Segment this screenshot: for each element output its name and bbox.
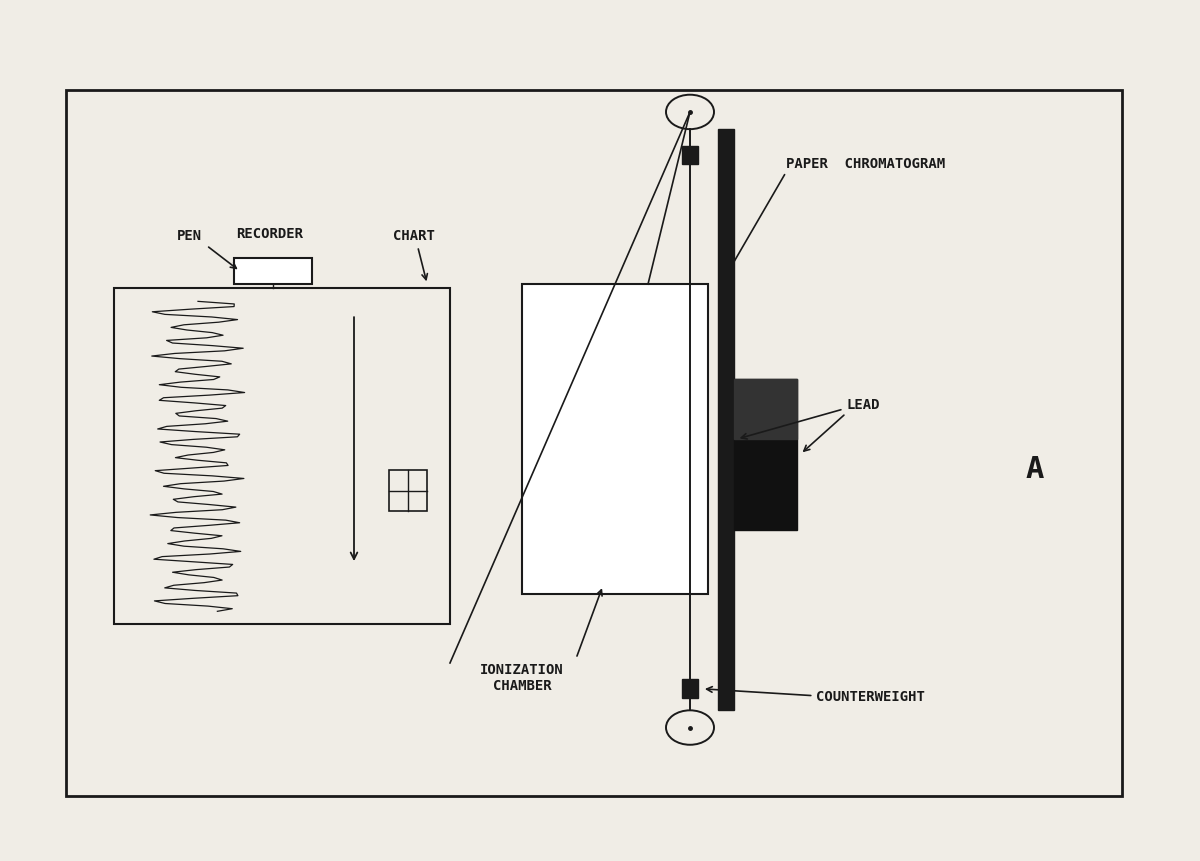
Bar	[734, 379, 797, 439]
Bar	[389, 470, 427, 511]
Bar	[682, 679, 698, 698]
Text: PEN: PEN	[176, 229, 202, 243]
Bar	[718, 129, 734, 710]
Bar	[734, 379, 797, 530]
Text: IONIZATION
CHAMBER: IONIZATION CHAMBER	[480, 663, 564, 693]
Text: COUNTERWEIGHT: COUNTERWEIGHT	[816, 691, 925, 704]
Bar	[682, 382, 698, 401]
Bar	[522, 284, 708, 594]
Text: PAPER  CHROMATOGRAM: PAPER CHROMATOGRAM	[786, 157, 946, 170]
Text: A: A	[1025, 455, 1044, 484]
Text: LEAD: LEAD	[846, 398, 880, 412]
Bar	[114, 288, 450, 624]
Bar	[682, 146, 698, 164]
Text: CHART: CHART	[394, 229, 434, 243]
Text: RECORDER: RECORDER	[236, 227, 304, 241]
Bar	[234, 258, 312, 284]
Bar	[66, 90, 1122, 796]
